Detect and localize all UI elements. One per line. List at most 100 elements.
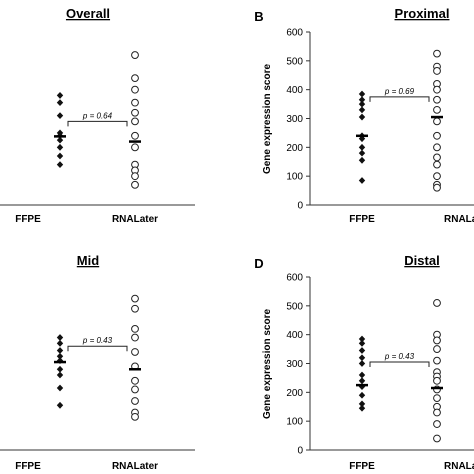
data-marks: p = 0.64 <box>54 51 141 189</box>
y-tick-label: 600 <box>286 28 303 39</box>
data-point-rnalater <box>433 85 441 94</box>
data-point-ffpe <box>358 90 366 98</box>
panel-title: Mid <box>77 253 99 268</box>
significance-bracket <box>369 361 430 368</box>
y-tick-label: 100 <box>286 172 303 183</box>
data-point-ffpe <box>56 371 64 379</box>
data-point-ffpe <box>56 136 64 144</box>
data-point-ffpe <box>56 401 64 409</box>
y-ticks: 0 100 200 300 400 500 600 <box>286 28 310 212</box>
data-point-rnalater <box>131 333 139 342</box>
data-point-rnalater <box>433 336 441 345</box>
x-tick-label: FFPE <box>349 461 375 472</box>
x-tick-label: RNALater <box>444 461 474 472</box>
x-tick-label: FFPE <box>15 214 41 225</box>
p-value-label: p = 0.64 <box>82 111 113 120</box>
data-point-rnalater <box>433 394 441 403</box>
y-tick-label: 200 <box>286 388 303 399</box>
data-point-rnalater <box>131 143 139 152</box>
y-tick-label: 0 <box>297 446 303 457</box>
data-point-rnalater <box>131 304 139 313</box>
data-point-rnalater <box>433 183 441 192</box>
data-marks: p = 0.43 <box>54 294 141 421</box>
data-marks: p = 0.43 <box>356 299 443 443</box>
data-point-rnalater <box>131 325 139 333</box>
data-point-ffpe <box>56 92 64 99</box>
data-point-rnalater <box>131 385 139 394</box>
y-tick-label: 500 <box>286 56 303 67</box>
data-point-ffpe <box>56 99 64 107</box>
p-value-label: p = 0.43 <box>384 352 415 361</box>
data-point-rnalater <box>131 376 139 385</box>
data-point-ffpe <box>358 113 366 121</box>
data-point-rnalater <box>433 408 441 417</box>
significance-bracket <box>67 120 128 127</box>
data-point-ffpe <box>358 347 366 354</box>
x-tick-label: FFPE <box>349 214 375 225</box>
data-point-rnalater <box>131 108 139 117</box>
y-tick-label: 600 <box>286 273 303 284</box>
data-point-rnalater <box>131 397 139 405</box>
data-point-rnalater <box>433 117 441 126</box>
data-point-rnalater <box>131 85 139 94</box>
data-point-rnalater <box>131 131 139 140</box>
data-point-ffpe <box>56 347 64 354</box>
panel-label: B <box>254 9 263 24</box>
x-tick-label: RNALater <box>112 214 158 225</box>
data-point-ffpe <box>358 156 366 164</box>
y-tick-label: 500 <box>286 301 303 312</box>
x-tick-label: FFPE <box>15 461 41 472</box>
y-tick-label: 0 <box>297 201 303 212</box>
panel-overall: Overall FFPE RNALater p = 0.64 <box>0 6 195 225</box>
data-point-rnalater <box>433 345 441 353</box>
data-point-rnalater <box>433 131 441 140</box>
data-point-rnalater <box>433 420 441 428</box>
data-marks: p = 0.69 <box>356 49 443 192</box>
data-point-ffpe <box>56 334 64 341</box>
data-point-ffpe <box>358 400 366 408</box>
data-point-rnalater <box>131 348 139 356</box>
panel-label: D <box>254 256 263 271</box>
data-point-ffpe <box>358 339 366 347</box>
y-tick-label: 200 <box>286 143 303 154</box>
data-point-ffpe <box>56 161 64 169</box>
panel-distal: D Distal Gene expression score FFPE RNAL… <box>254 253 474 472</box>
data-point-rnalater <box>131 98 139 107</box>
data-point-ffpe <box>358 100 366 108</box>
data-point-rnalater <box>433 67 441 75</box>
data-point-rnalater <box>131 51 139 59</box>
data-point-rnalater <box>131 412 139 421</box>
data-point-ffpe <box>56 143 64 151</box>
p-value-label: p = 0.43 <box>82 336 113 345</box>
significance-bracket <box>369 96 430 102</box>
data-point-ffpe <box>56 384 64 392</box>
data-point-ffpe <box>56 365 64 373</box>
panel-title: Proximal <box>395 6 450 21</box>
data-point-ffpe <box>358 391 366 399</box>
data-point-rnalater <box>131 74 139 83</box>
panel-title: Distal <box>404 253 439 268</box>
data-point-rnalater <box>433 434 441 443</box>
data-point-rnalater <box>433 160 441 169</box>
y-tick-label: 100 <box>286 417 303 428</box>
y-tick-label: 400 <box>286 85 303 96</box>
data-point-rnalater <box>131 117 139 126</box>
data-point-ffpe <box>358 149 366 157</box>
y-axis-label: Gene expression score <box>262 309 273 419</box>
data-point-ffpe <box>358 335 366 343</box>
data-point-ffpe <box>358 360 366 367</box>
data-point-ffpe <box>358 96 366 104</box>
y-tick-label: 400 <box>286 330 303 341</box>
data-point-ffpe <box>358 404 366 412</box>
data-point-ffpe <box>358 177 366 184</box>
data-point-rnalater <box>131 294 139 303</box>
data-point-ffpe <box>358 354 366 362</box>
data-point-rnalater <box>433 376 441 385</box>
y-axis-label: Gene expression score <box>262 64 273 174</box>
data-point-ffpe <box>358 377 366 385</box>
y-tick-label: 300 <box>286 114 303 125</box>
data-point-rnalater <box>433 172 441 181</box>
data-point-ffpe <box>358 143 366 151</box>
data-point-rnalater <box>131 172 139 181</box>
